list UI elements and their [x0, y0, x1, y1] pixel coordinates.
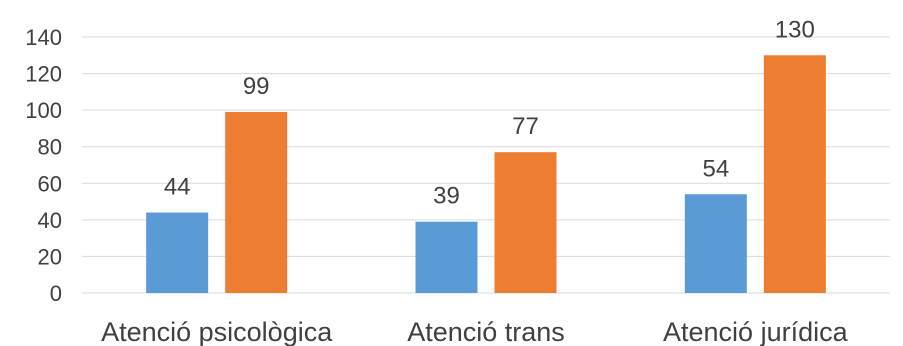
data-label: 77 — [512, 113, 539, 140]
bars — [146, 55, 826, 294]
bar-series-2 — [494, 152, 557, 293]
data-label: 99 — [243, 73, 270, 100]
bar-series-2 — [225, 111, 288, 293]
y-tick-label: 40 — [38, 208, 62, 233]
data-label: 44 — [164, 174, 191, 201]
gridlines — [82, 36, 890, 294]
y-axis-ticks: 0 20 40 60 80 100 120 140 — [25, 25, 62, 306]
bar-series-1 — [146, 212, 209, 293]
x-category-label: Atenció jurídica — [663, 317, 849, 346]
data-label: 130 — [775, 16, 815, 43]
y-tick-label: 100 — [25, 98, 62, 123]
x-axis-categories: Atenció psicològica Atenció trans Atenció … — [101, 317, 849, 346]
bar-series-2 — [763, 55, 826, 294]
y-tick-label: 140 — [25, 25, 62, 50]
bar-series-1 — [684, 194, 747, 293]
bar-series-1 — [415, 221, 478, 293]
data-labels: 44 99 39 77 54 130 — [164, 16, 815, 209]
y-tick-label: 80 — [38, 135, 62, 160]
x-category-label: Atenció trans — [407, 317, 565, 346]
data-label: 54 — [702, 155, 729, 182]
y-tick-label: 60 — [38, 171, 62, 196]
y-tick-label: 120 — [25, 62, 62, 87]
y-tick-label: 0 — [50, 281, 62, 306]
x-category-label: Atenció psicològica — [101, 317, 333, 346]
data-label: 39 — [433, 183, 460, 210]
y-tick-label: 20 — [38, 244, 62, 269]
